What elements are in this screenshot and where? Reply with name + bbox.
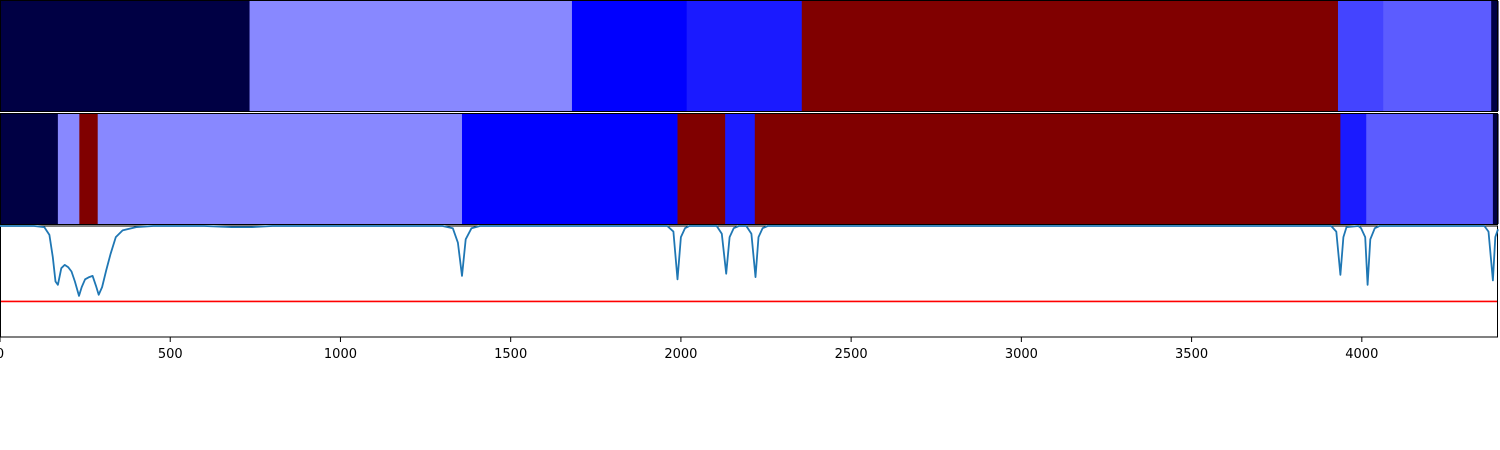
segment-row-top xyxy=(0,0,1499,112)
segment-0-0 xyxy=(0,1,251,111)
segment-0-1 xyxy=(249,1,573,111)
x-tick-label: 1000 xyxy=(324,347,357,362)
segment-1-4 xyxy=(461,114,679,224)
segment-1-3 xyxy=(97,114,463,224)
x-tick-label: 1500 xyxy=(494,347,527,362)
segment-0-5 xyxy=(1337,1,1384,111)
x-axis: 0 500 1000 1500 2000 2500 3000 3500 4000 xyxy=(0,337,1378,362)
segment-0-7 xyxy=(1491,1,1499,111)
segment-1-9 xyxy=(1366,114,1494,224)
segment-1-5 xyxy=(677,114,726,224)
segment-1-0 xyxy=(0,114,59,224)
segment-1-10 xyxy=(1492,114,1499,224)
trace-frame xyxy=(0,225,1498,338)
trace-line xyxy=(0,225,1499,297)
x-tick-label: 3000 xyxy=(1005,347,1038,362)
x-tick-label: 0 xyxy=(0,347,4,362)
x-tick-label: 500 xyxy=(158,347,183,362)
x-tick-label: 4000 xyxy=(1345,347,1378,362)
trace-panel xyxy=(0,225,1499,338)
segment-1-1 xyxy=(57,114,80,224)
segment-1-6 xyxy=(725,114,756,224)
segment-1-2 xyxy=(79,114,99,224)
x-tick-label: 3500 xyxy=(1175,347,1208,362)
segment-0-3 xyxy=(686,1,803,111)
segment-0-4 xyxy=(801,1,1339,111)
segment-0-6 xyxy=(1383,1,1492,111)
segment-0-2 xyxy=(571,1,688,111)
row-frame-1 xyxy=(0,113,1498,225)
x-tick-label: 2500 xyxy=(835,347,868,362)
row-frame-0 xyxy=(0,0,1498,112)
segment-1-7 xyxy=(754,114,1341,224)
segment-row-bottom xyxy=(0,113,1499,225)
segment-1-8 xyxy=(1340,114,1367,224)
x-tick-label: 2000 xyxy=(664,347,697,362)
